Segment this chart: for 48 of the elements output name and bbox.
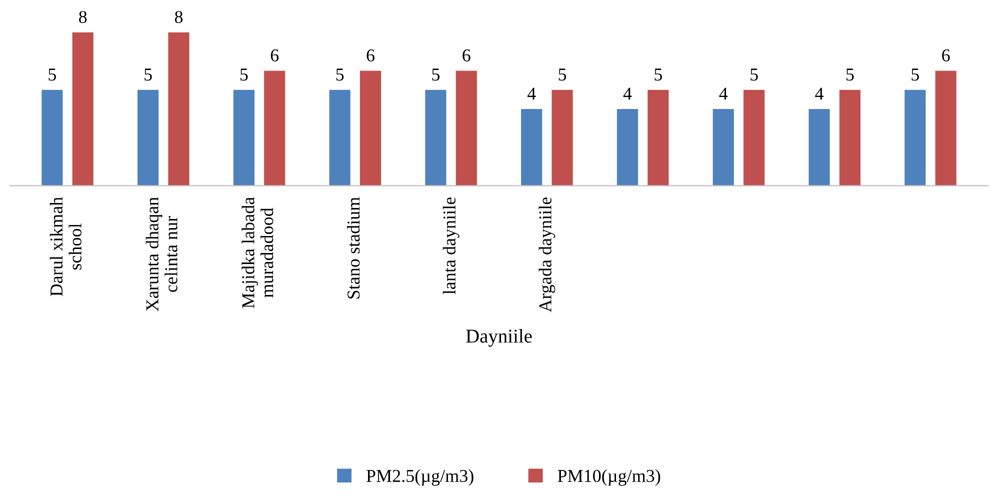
bar [616,109,638,186]
bar [648,90,669,186]
bar [744,90,765,186]
data-label: 6 [366,49,374,62]
data-label: 6 [942,49,950,62]
x-tick-label: lanta dayniile [442,197,460,294]
data-label: 5 [48,68,56,81]
x-tick-label: Xarunta dhaqan celinta nur [146,197,178,312]
data-label: 5 [846,68,854,81]
x-tick-label: Stano stadium [346,197,360,298]
data-label: 6 [462,49,470,62]
bar [360,70,382,186]
data-label: 8 [174,10,183,24]
bar [712,109,734,186]
bar [425,90,446,186]
data-label: 6 [270,49,279,62]
data-label: 5 [432,68,440,81]
bar [904,90,926,186]
data-label: 4 [527,88,536,100]
bar [935,70,956,186]
data-label: 5 [750,68,758,81]
bar [72,32,94,186]
data-label: 5 [144,68,152,81]
data-label: 5 [240,68,248,81]
data-label: 8 [79,10,87,24]
legend-label: PM10(µg/m3) [558,469,660,486]
data-label: 4 [815,88,824,100]
bar [456,70,477,186]
bar [329,90,350,186]
bar [168,32,190,186]
bar [42,90,63,186]
bar [138,90,159,186]
bar [521,109,542,186]
legend-label: PM2.5(µg/m3) [366,469,474,486]
data-label: 5 [558,68,566,81]
bar [839,90,860,186]
x-axis-title: Dayniile [466,329,532,347]
bar [552,90,573,186]
data-label: 5 [912,68,919,81]
data-label: 5 [336,68,344,81]
data-label: 4 [719,88,728,100]
bar [808,109,830,186]
data-label: 4 [623,88,632,100]
data-label: 5 [654,68,662,81]
bar [264,70,286,186]
x-tick-label: Darul xikmah school [50,197,82,296]
bar [233,90,254,186]
x-tick-label: Argada dayniile [538,197,556,312]
